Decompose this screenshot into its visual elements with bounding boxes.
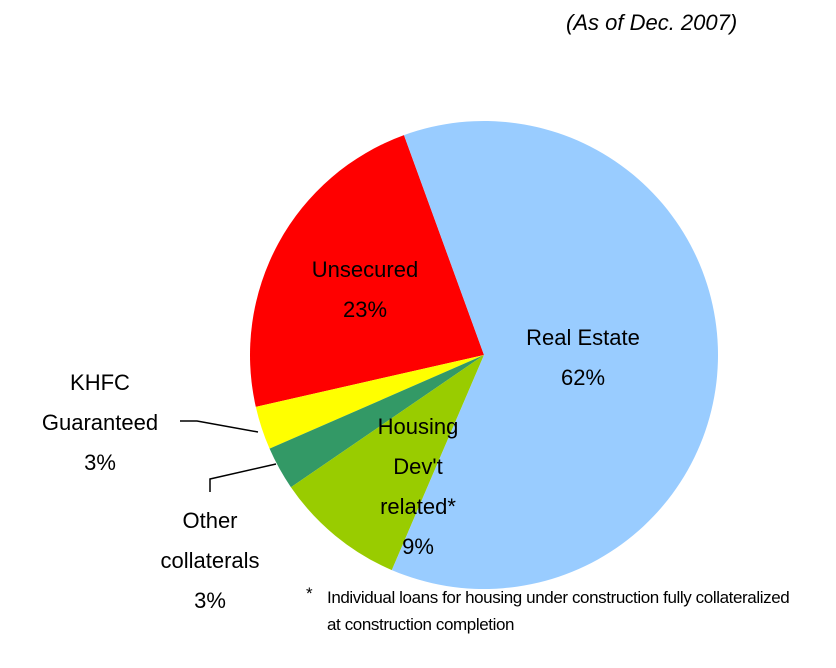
category-label: KHFC Guaranteed [41, 370, 159, 435]
slice-label: Real Estate 62% [503, 318, 663, 398]
slice-label: Housing Dev't related* 9% [353, 407, 483, 567]
note: Individual loans for housing under const… [327, 588, 790, 634]
category-label: Other collaterals [160, 508, 260, 573]
leader-line [180, 420, 259, 433]
category-label: Housing Dev't related* [377, 414, 459, 519]
note-marker: * [306, 584, 313, 603]
subtitle: (As of Dec. 2007) [566, 10, 738, 35]
value-label: 62% [560, 365, 606, 390]
slice-label: Other collaterals 3% [145, 501, 275, 621]
value-label: 3% [84, 450, 116, 475]
slice-label: KHFC Guaranteed 3% [20, 363, 180, 483]
category-label: Unsecured [311, 257, 419, 282]
value-label: 3% [194, 588, 226, 613]
pie-slice [250, 135, 484, 407]
pie-slice [269, 355, 484, 488]
slice-label: Unsecured 23% [285, 250, 445, 330]
pie-slice [255, 355, 484, 449]
pie-slice [391, 121, 718, 589]
leader-line [209, 463, 277, 492]
value-label: 23% [342, 297, 388, 322]
category-label: Real Estate [526, 325, 640, 350]
pie-slice [290, 355, 484, 571]
value-label: 9% [402, 534, 434, 559]
